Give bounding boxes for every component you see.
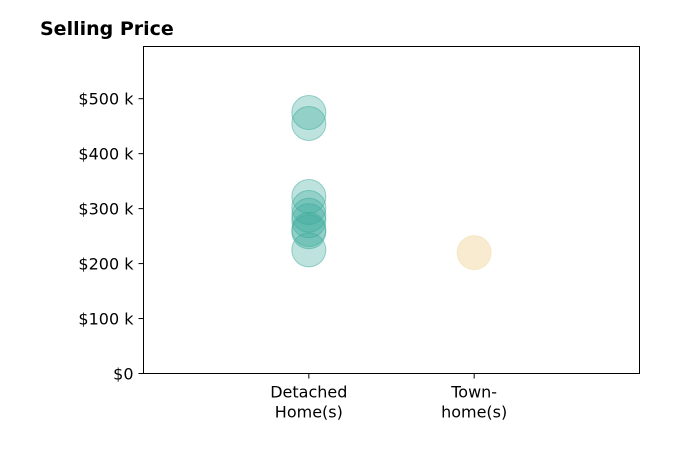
- data-points-layer: [291, 94, 492, 271]
- data-point-series-0-1: [291, 105, 327, 141]
- y-tick-label-1: $100 k: [78, 310, 134, 329]
- y-tick-label-2: $200 k: [78, 255, 134, 274]
- y-axis: $0 $100 k $200 k $300 k $400 k $500 k: [78, 90, 144, 384]
- data-point-series-0-5: [291, 203, 327, 239]
- data-point-series-0-3: [291, 190, 327, 226]
- x-tick-label-1-line-0: Town-: [450, 383, 497, 402]
- data-point-series-0-4: [291, 197, 327, 233]
- y-tick-label-4: $400 k: [78, 145, 134, 164]
- data-point-series-0-7: [291, 214, 327, 250]
- chart-title: Selling Price: [40, 18, 174, 40]
- y-tick-label-5: $500 k: [78, 90, 134, 109]
- plot-frame: [143, 46, 640, 374]
- x-tick-label-1-line-1: home(s): [441, 403, 507, 422]
- data-point-series-0-0: [291, 94, 327, 130]
- data-point-series-1-0: [456, 235, 492, 271]
- y-tick-label-3: $300 k: [78, 200, 134, 219]
- y-tick-label-0: $0: [113, 365, 133, 384]
- x-tick-label-0-line-1: Home(s): [275, 403, 343, 422]
- x-tick-label-0-line-0: Detached: [270, 383, 347, 402]
- data-point-series-0-2: [291, 179, 327, 215]
- data-point-series-0-8: [291, 232, 327, 268]
